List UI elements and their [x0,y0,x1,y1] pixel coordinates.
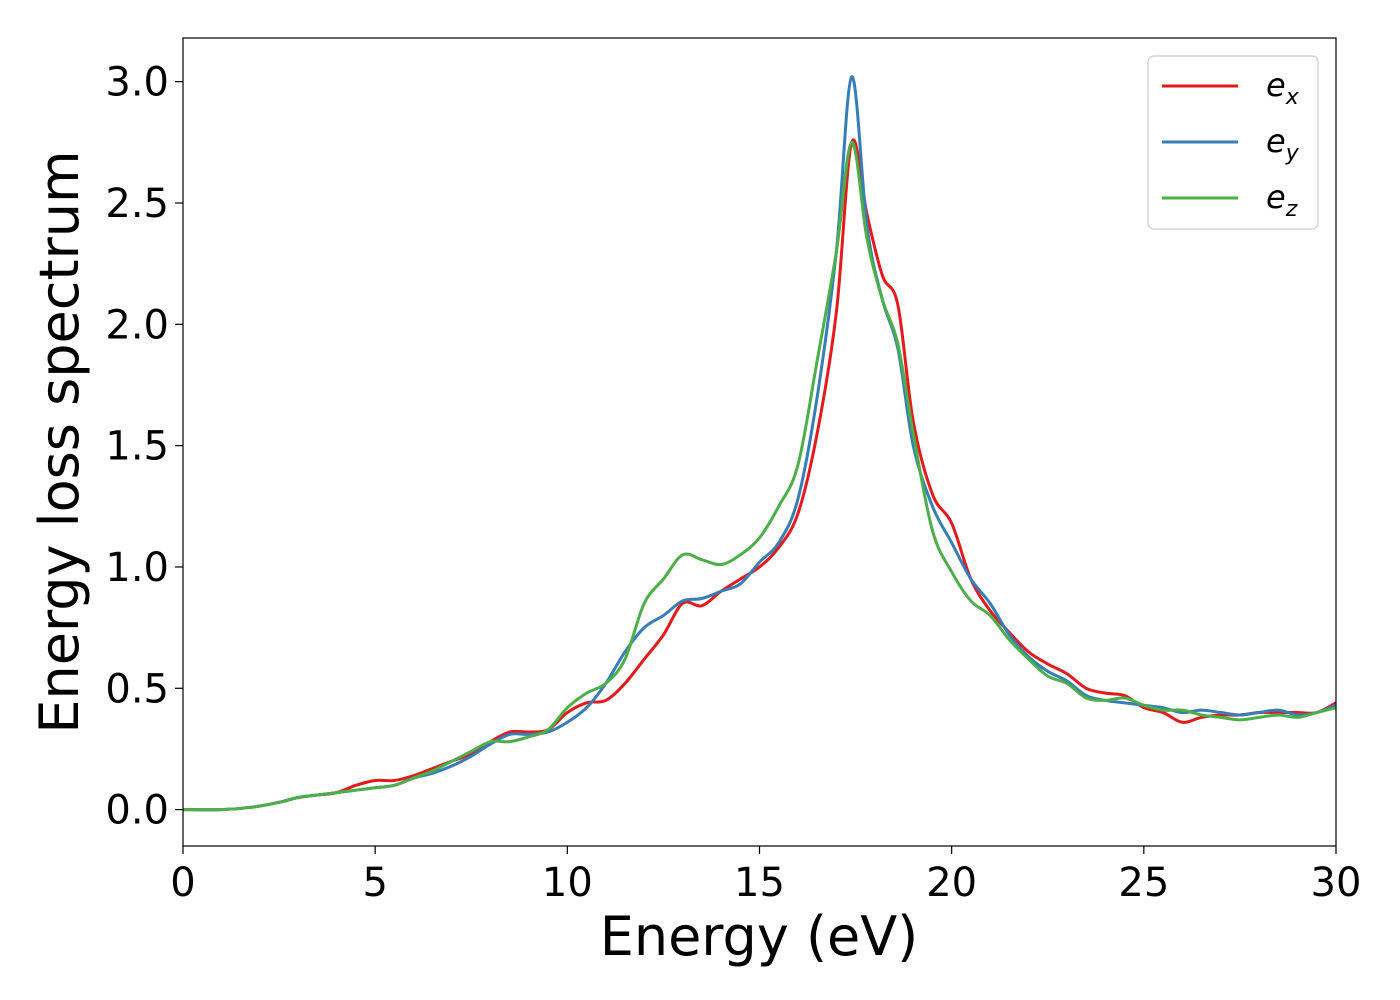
y-tick-label: 3.0 [105,60,169,106]
y-tick-label: 1.5 [105,424,169,470]
plot-layer [183,75,1336,812]
y-tick-label: 1.0 [105,545,169,591]
series-line-x [183,138,1336,812]
x-tick-label: 25 [1118,860,1169,906]
y-tick-label: 2.0 [105,302,169,348]
y-tick-label: 2.5 [105,181,169,227]
x-tick-label: 5 [362,860,387,906]
x-axis-label: Energy (eV) [600,905,919,968]
x-tick-label: 20 [926,860,977,906]
x-tick-label: 15 [734,860,785,906]
x-tick-label: 30 [1311,860,1362,906]
series-line-z [183,140,1336,812]
axes-layer: 0 5 10 15 20 25 30 0.0 0.5 1.0 1.5 2.0 2.5 3.0 [105,37,1362,906]
y-tick-label: 0.5 [105,666,169,712]
y-axis-label: Energy loss spectrum [28,150,91,733]
x-tick-label: 0 [170,860,195,906]
x-tick-label: 10 [542,860,593,906]
y-tick-label: 0.0 [105,788,169,834]
